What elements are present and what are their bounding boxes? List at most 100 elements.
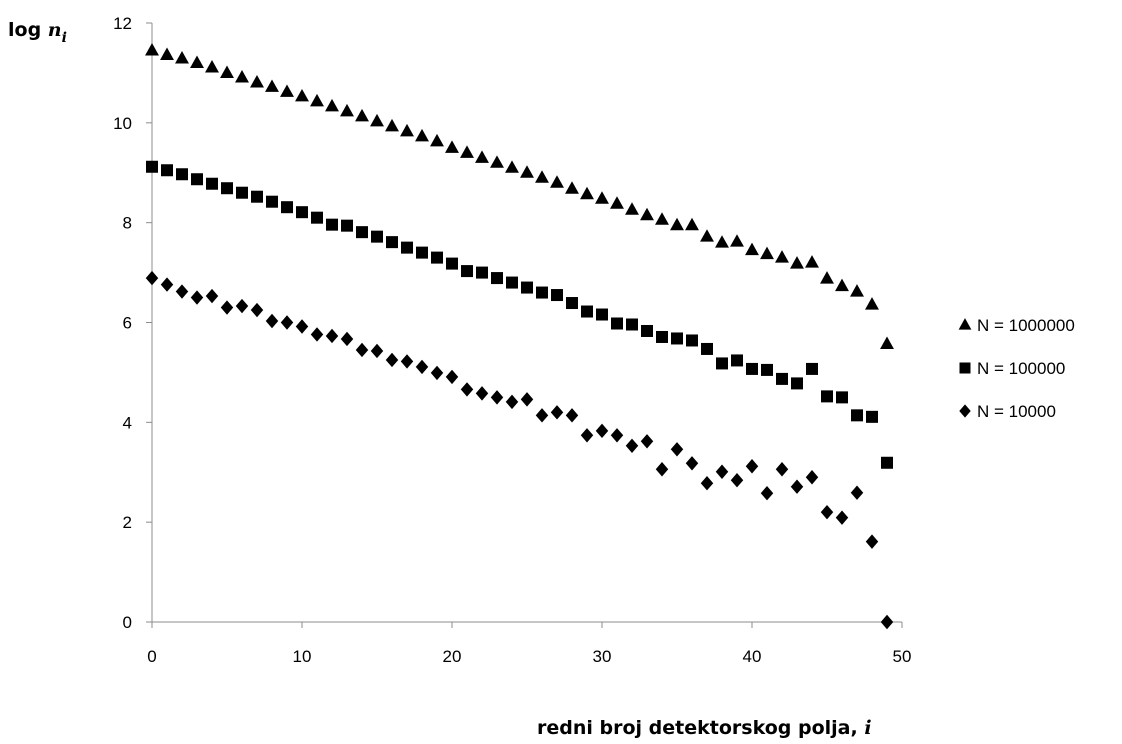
y-tick-label: 6 [123,314,132,333]
data-point-square [506,276,518,289]
data-point-square [776,372,788,385]
legend: N = 1000000 N = 100000 N = 10000 [958,316,1075,421]
data-point-square [731,354,743,367]
data-point-diamond [190,290,204,305]
data-point-triangle [640,207,654,221]
data-point-triangle [835,278,849,292]
data-point-diamond [325,328,339,344]
data-point-diamond [655,462,669,477]
data-point-square [701,342,713,355]
data-point-triangle [445,140,459,153]
data-point-triangle [505,160,519,173]
data-point-triangle [490,155,504,168]
y-tick-label: 4 [123,413,132,432]
data-point-square [596,308,608,321]
data-point-square [521,281,533,294]
data-point-square [221,182,233,195]
data-point-square [716,357,728,370]
data-point-square [836,391,848,404]
data-point-square [296,206,308,219]
data-point-triangle [790,256,804,269]
data-point-diamond [340,331,354,347]
data-point-triangle [265,79,279,92]
data-point-triangle [370,113,384,127]
axis-ticks: 0 2 4 6 8 10 12 0 10 20 30 40 50 [113,14,911,666]
data-point-triangle [205,59,219,73]
data-point-triangle [325,98,339,112]
x-axis-title: redni broj detektorskog polja, i [537,717,872,739]
data-point-diamond [715,464,729,479]
x-tick-label: 10 [293,647,312,666]
data-point-diamond [370,343,384,359]
data-point-square [431,251,443,264]
data-point-square [851,409,863,422]
data-point-diamond [850,485,864,500]
x-tick-label: 40 [743,647,762,666]
data-point-triangle [235,69,249,83]
data-point-diamond [565,408,579,423]
data-point-triangle [340,103,354,117]
data-point-triangle [145,43,159,56]
data-point-diamond [880,614,894,630]
data-point-triangle [535,170,549,183]
data-point-square [476,266,488,279]
series-diamond [145,270,894,630]
data-point-square [176,168,188,181]
data-point-diamond [610,428,624,443]
data-point-square [266,195,278,208]
data-point-triangle [430,133,444,147]
data-point-triangle [670,217,684,231]
legend-label: N = 1000000 [977,316,1075,335]
data-point-triangle [730,234,744,247]
data-point-diamond [310,327,324,342]
data-point-triangle [700,229,714,242]
data-point-triangle [580,186,594,200]
data-point-triangle [400,123,414,137]
data-point-diamond [385,352,399,368]
data-point-diamond [145,270,159,286]
series-triangle [145,43,894,350]
data-point-diamond [265,313,279,329]
data-point-diamond [175,284,189,299]
data-point-diamond [295,319,309,334]
data-point-diamond [670,442,684,457]
data-point-diamond [775,462,789,477]
data-point-triangle [280,84,294,97]
data-point-diamond [745,459,759,474]
data-point-diamond [550,405,564,420]
data-point-triangle [865,297,879,310]
data-point-triangle [460,145,474,158]
x-tick-label: 0 [147,647,156,666]
data-point-diamond [535,408,549,423]
data-point-square [866,410,878,423]
data-point-diamond [415,359,429,375]
x-tick-label: 50 [893,647,912,666]
data-point-square [491,272,503,285]
data-point-diamond [280,315,294,330]
data-point-square [401,241,413,254]
legend-diamond-icon [959,404,971,418]
y-tick-label: 10 [113,114,132,133]
data-point-triangle [775,250,789,263]
data-point-square [371,230,383,243]
data-point-square [746,362,758,375]
y-tick-label: 12 [113,14,132,33]
data-point-triangle [625,202,639,215]
data-point-square [821,390,833,403]
data-point-diamond [580,428,594,443]
data-point-square [386,236,398,249]
legend-item: N = 100000 [959,359,1065,378]
data-point-diamond [625,438,639,453]
data-point-diamond [505,394,519,410]
data-point-diamond [400,354,414,369]
data-point-triangle [220,65,234,78]
y-axis-title: log ni [8,19,67,46]
data-point-triangle [850,284,864,297]
data-point-square [656,330,668,343]
data-point-square [566,297,578,310]
data-point-triangle [760,246,774,260]
data-point-triangle [655,212,669,225]
data-point-diamond [805,470,819,485]
data-point-diamond [520,392,534,407]
data-point-triangle [175,51,189,64]
